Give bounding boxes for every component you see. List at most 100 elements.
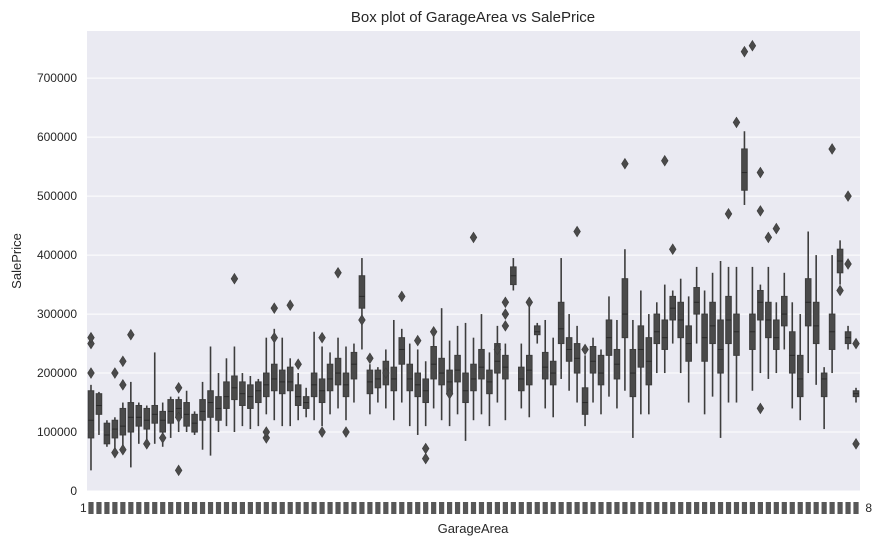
box — [796, 314, 804, 421]
y-tick-label: 200000 — [37, 366, 77, 380]
box-outlier — [262, 426, 271, 438]
box-outlier — [661, 154, 669, 167]
box-outlier — [501, 296, 510, 309]
box-iqr — [135, 404, 143, 427]
x-tick-label — [207, 502, 214, 514]
box — [406, 343, 414, 427]
y-tick-label: 400000 — [37, 248, 77, 262]
x-tick-label — [136, 502, 142, 514]
box-iqr — [286, 366, 294, 392]
x-tick-label — [391, 502, 397, 514]
x-tick-label — [351, 502, 357, 514]
x-tick-label — [144, 502, 150, 514]
box-outlier — [445, 387, 454, 400]
box-iqr — [637, 325, 645, 368]
box — [239, 373, 246, 427]
box — [788, 302, 796, 409]
x-tick-label — [789, 502, 795, 514]
box-outlier — [852, 438, 860, 450]
x-tick-label — [686, 502, 692, 514]
x-tick-label — [462, 502, 469, 514]
box-outlier — [764, 231, 773, 244]
x-tick-label — [104, 502, 110, 514]
x-tick-label — [805, 502, 811, 514]
box-iqr — [103, 422, 111, 445]
x-tick-label — [590, 502, 596, 514]
x-tick-label — [598, 502, 604, 514]
x-tick-label — [757, 502, 763, 514]
box — [158, 402, 167, 447]
x-tick-label — [678, 502, 684, 514]
x-tick-label — [128, 502, 134, 514]
box — [605, 296, 613, 397]
box-outlier — [119, 443, 127, 456]
box-outlier — [772, 222, 781, 235]
box — [103, 420, 111, 447]
y-tick-label: 0 — [70, 484, 77, 498]
box-iqr — [454, 354, 461, 383]
x-tick-label — [112, 502, 118, 514]
box-iqr — [406, 363, 414, 392]
box — [685, 296, 692, 403]
box — [318, 331, 326, 438]
box — [199, 381, 206, 450]
box-iqr — [159, 410, 166, 433]
x-tick-label — [813, 502, 819, 514]
box — [732, 116, 741, 403]
box-outlier — [87, 337, 95, 350]
box-outlier — [358, 314, 366, 326]
x-tick-label — [566, 502, 572, 514]
x-tick-label — [662, 502, 668, 514]
box-outlier — [111, 446, 119, 459]
x-tick-label — [359, 502, 365, 514]
x-tick-label — [439, 502, 445, 514]
box-outlier — [469, 231, 478, 244]
box-iqr — [557, 301, 565, 345]
box — [621, 157, 629, 391]
x-tick-label — [702, 502, 708, 514]
x-tick-label — [263, 502, 269, 514]
x-tick-label — [446, 502, 453, 514]
box-outlier — [756, 166, 765, 179]
x-tick-label — [223, 502, 230, 514]
boxes-layer — [87, 39, 860, 477]
x-tick-label — [152, 502, 158, 514]
box-outlier — [262, 432, 271, 444]
box — [151, 352, 159, 444]
box-iqr — [270, 363, 278, 392]
box-iqr — [119, 407, 127, 436]
box-outlier — [158, 432, 167, 444]
box-outlier — [230, 272, 239, 285]
box-outlier — [844, 190, 852, 202]
x-tick-label-first: 1 — [80, 501, 87, 515]
y-tick-label: 300000 — [37, 307, 77, 321]
x-tick-label — [622, 502, 628, 514]
x-tick-label — [837, 502, 843, 514]
box-iqr — [757, 289, 764, 321]
box — [278, 337, 286, 427]
box — [302, 387, 310, 418]
x-tick-label — [327, 502, 333, 514]
x-tick-label — [160, 502, 166, 514]
box — [310, 331, 318, 421]
box-outlier — [286, 299, 294, 312]
box — [374, 367, 382, 403]
box-iqr — [358, 275, 366, 309]
box — [95, 391, 103, 435]
box-outlier — [421, 442, 430, 455]
box — [191, 411, 198, 435]
box-outlier — [756, 402, 765, 415]
box — [717, 261, 724, 438]
box-outlier — [429, 325, 438, 338]
y-tick-label: 700000 — [37, 71, 77, 85]
box-iqr — [326, 363, 334, 392]
box — [820, 367, 828, 430]
x-tick-label — [526, 502, 532, 514]
box — [613, 319, 621, 409]
box-iqr — [199, 399, 206, 421]
box — [255, 378, 262, 427]
x-tick-label-smear — [88, 502, 859, 514]
box — [174, 381, 183, 477]
box — [414, 334, 422, 435]
